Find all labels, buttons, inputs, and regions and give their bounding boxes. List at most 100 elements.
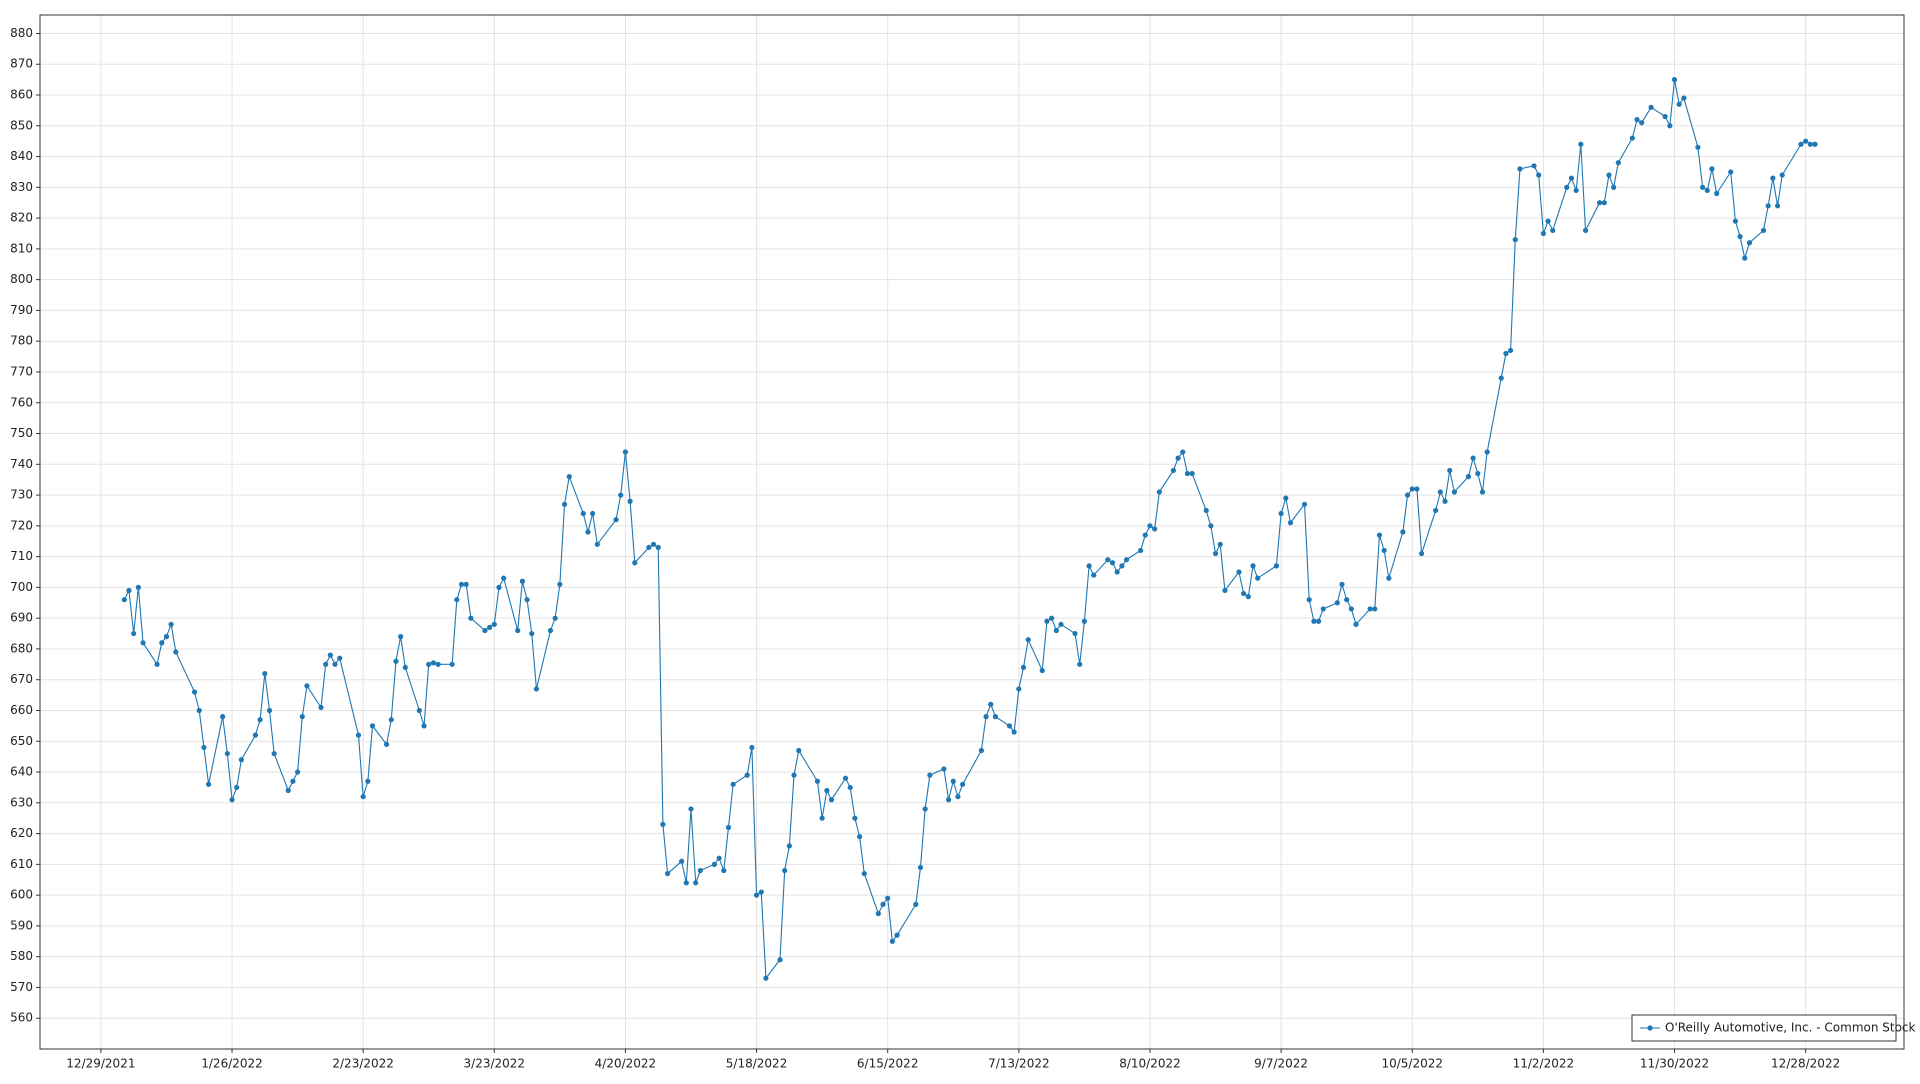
data-point	[819, 815, 825, 821]
x-tick-label: 9/7/2022	[1254, 1057, 1308, 1071]
data-point	[753, 892, 760, 898]
data-point	[168, 621, 174, 627]
data-point	[913, 901, 919, 907]
data-point	[1662, 113, 1668, 120]
y-tick-label: 680	[10, 641, 33, 655]
data-point	[1170, 467, 1176, 474]
y-tick-label: 620	[10, 826, 33, 840]
y-tick-label: 580	[10, 949, 33, 963]
y-tick-label: 750	[10, 426, 33, 440]
y-tick-label: 560	[10, 1011, 33, 1025]
data-point	[1306, 597, 1312, 603]
data-point	[1241, 590, 1247, 597]
data-point	[1086, 563, 1092, 569]
data-point	[1667, 123, 1673, 129]
data-point	[1404, 492, 1411, 498]
data-point	[978, 747, 984, 754]
data-point	[1320, 606, 1326, 612]
data-point	[613, 517, 619, 523]
x-tick-label: 8/10/2022	[1119, 1057, 1181, 1071]
data-point	[365, 778, 371, 784]
data-point	[1236, 569, 1242, 575]
y-tick-label: 640	[10, 765, 33, 779]
data-point	[1189, 470, 1195, 477]
data-point	[1376, 532, 1383, 538]
data-point	[1507, 347, 1514, 354]
data-point	[388, 717, 394, 723]
data-point	[725, 824, 732, 831]
data-point	[1020, 664, 1027, 671]
data-point	[683, 880, 689, 886]
data-point	[234, 784, 240, 791]
y-tick-label: 790	[10, 303, 33, 317]
data-point	[889, 938, 895, 944]
data-point	[730, 781, 736, 787]
data-point	[1433, 507, 1439, 514]
data-point	[758, 889, 764, 895]
data-point	[1779, 172, 1785, 178]
data-point	[1517, 166, 1523, 172]
data-point	[1072, 630, 1078, 637]
data-point	[1760, 227, 1767, 234]
data-point	[201, 744, 207, 751]
data-point	[1807, 141, 1813, 147]
data-point	[646, 544, 652, 550]
data-point	[1278, 510, 1284, 517]
data-point	[1255, 575, 1261, 581]
data-point	[1147, 523, 1153, 529]
data-point	[1386, 575, 1392, 581]
data-point	[828, 797, 835, 803]
data-point	[960, 781, 966, 787]
data-point	[693, 880, 699, 886]
y-tick-label: 630	[10, 795, 33, 809]
plot-background	[40, 15, 1904, 1049]
x-tick-label: 1/26/2022	[201, 1057, 263, 1071]
data-point	[1746, 240, 1753, 246]
data-point	[1105, 557, 1111, 563]
y-tick-label: 780	[10, 334, 33, 348]
data-point	[1676, 101, 1682, 107]
data-point	[566, 474, 572, 480]
data-point	[1400, 529, 1406, 535]
data-point	[1732, 218, 1738, 224]
data-point	[337, 655, 343, 661]
data-point	[463, 581, 469, 587]
data-point	[1765, 203, 1771, 209]
data-point	[1728, 169, 1734, 175]
data-point	[501, 575, 507, 581]
x-tick-label: 7/13/2022	[988, 1057, 1050, 1071]
data-point	[1222, 587, 1228, 594]
data-point	[1025, 637, 1031, 643]
data-point	[402, 664, 408, 671]
data-point	[454, 597, 460, 603]
data-point	[1339, 581, 1345, 587]
data-point	[557, 581, 563, 587]
data-point	[482, 627, 488, 634]
data-point	[252, 732, 259, 738]
data-point	[782, 867, 788, 874]
data-point	[1475, 470, 1481, 477]
data-point	[547, 627, 554, 634]
y-tick-label: 870	[10, 57, 33, 71]
data-point	[561, 501, 568, 507]
data-point	[1634, 117, 1640, 123]
y-tick-label: 590	[10, 918, 33, 932]
data-point	[1245, 594, 1251, 600]
data-point	[533, 686, 540, 692]
data-point	[196, 707, 202, 714]
data-point	[1091, 572, 1097, 578]
y-tick-label: 800	[10, 272, 33, 286]
data-point	[163, 634, 170, 640]
data-point	[1465, 474, 1472, 480]
data-point	[552, 615, 558, 621]
data-point	[1671, 77, 1678, 83]
data-point	[1681, 95, 1687, 101]
y-tick-label: 840	[10, 149, 33, 163]
data-point	[847, 784, 853, 791]
data-point	[992, 714, 999, 720]
y-tick-label: 720	[10, 518, 33, 532]
data-point	[491, 621, 497, 627]
data-point	[1250, 563, 1256, 569]
data-point	[950, 778, 956, 784]
data-point	[131, 630, 137, 637]
